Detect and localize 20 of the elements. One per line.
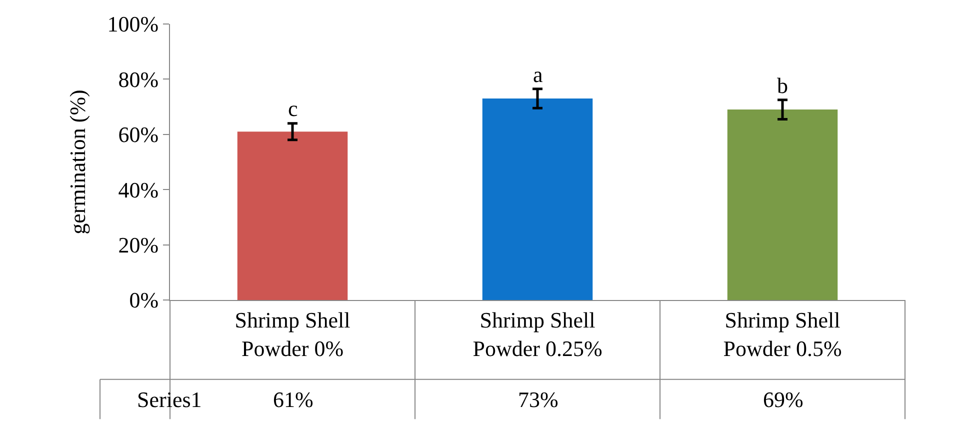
annotation: a xyxy=(533,62,543,87)
bar xyxy=(237,132,348,300)
text: 61% xyxy=(273,387,314,412)
x-tick-label: Shrimp Shell Powder 0.25% xyxy=(472,307,602,361)
annotation: b xyxy=(777,73,788,98)
bar xyxy=(727,110,838,300)
y-axis-title: germination (%) xyxy=(65,90,90,234)
y-tick-label: 40% xyxy=(118,177,159,202)
y-tick-label: 20% xyxy=(118,232,159,258)
y-tick-label: 80% xyxy=(118,66,159,92)
x-tick-label: Shrimp Shell Powder 0% xyxy=(234,307,350,361)
text: Series1 xyxy=(137,387,202,412)
annotation: c xyxy=(288,96,298,121)
y-tick-label: 60% xyxy=(118,122,159,148)
text: 73% xyxy=(518,387,558,412)
bar xyxy=(482,98,593,300)
y-tick-label: 0% xyxy=(129,288,159,313)
text: 69% xyxy=(763,387,804,412)
y-tick-label: 100% xyxy=(107,12,159,37)
x-tick-label: Shrimp Shell Powder 0.5% xyxy=(723,307,842,361)
